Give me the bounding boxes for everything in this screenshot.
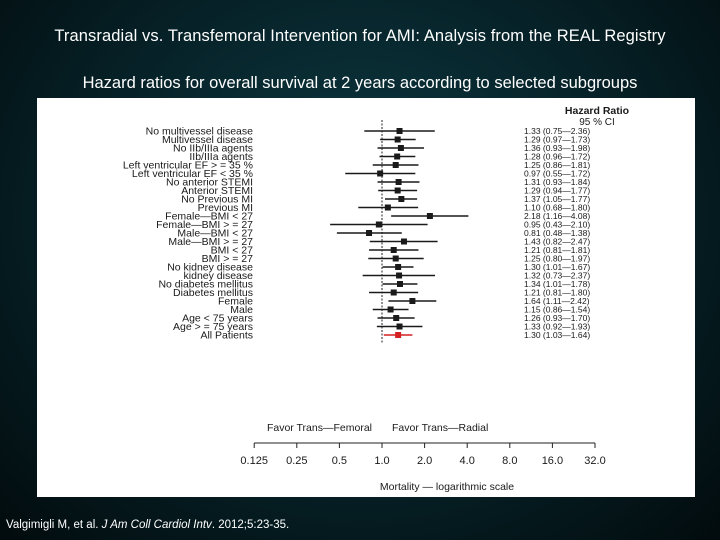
subgroup-label: No multivessel disease [146, 126, 254, 138]
subgroup-label: Multivessel disease [162, 134, 253, 146]
hr-ci-value: 1.64 (1.11—2.42) [524, 296, 590, 306]
subgroup-label: IIb/IIIa agents [189, 151, 253, 163]
hr-ci-value: 2.18 (1.16—4.08) [524, 211, 590, 221]
hr-ci-value: 1.30 (1.03—1.64) [524, 330, 590, 340]
subgroup-label: No diabetes mellitus [158, 279, 253, 291]
subgroup-label: Female [218, 296, 253, 308]
x-tick-label: 0.25 [286, 455, 307, 467]
hr-marker [396, 128, 403, 134]
hr-ci-value: 0.97 (0.55—1.72) [524, 169, 590, 179]
x-axis-title: Mortality — logarithmic scale [380, 481, 514, 493]
citation-authors: Valgimigli M, et al. [6, 519, 99, 531]
subgroup-label: Female—BMI < 27 [165, 211, 253, 223]
hr-header-ci: 95 % CI [579, 117, 615, 128]
hr-ci-value: 1.10 (0.68—1.80) [524, 203, 590, 213]
hr-marker [393, 315, 400, 321]
hr-ci-value: 1.29 (0.97—1.73) [524, 135, 590, 145]
subgroup-label: Diabetes mellitus [173, 287, 253, 299]
x-tick-label: 0.125 [240, 455, 268, 467]
hr-marker [400, 238, 407, 245]
hr-ci-value: 1.25 (0.86—1.81) [524, 160, 590, 170]
favor-femoral-label: Favor Trans—Femoral [267, 422, 372, 434]
x-tick-label: 1.0 [374, 455, 389, 467]
hr-marker [377, 170, 384, 177]
hr-marker [394, 187, 401, 194]
hr-ci-value: 1.28 (0.96—1.72) [524, 152, 590, 162]
hr-marker [426, 213, 433, 219]
hr-marker [394, 153, 401, 160]
hr-ci-value: 1.33 (0.92—1.93) [524, 322, 590, 332]
hr-marker [396, 323, 403, 330]
hr-marker [384, 204, 391, 211]
subgroup-label: Male—BMI > = 27 [168, 236, 253, 248]
hr-marker [395, 264, 402, 270]
hr-marker [396, 281, 403, 287]
hr-ci-value: 1.21 (0.81—1.80) [524, 288, 590, 298]
subgroup-label: Male [230, 304, 253, 316]
subgroup-label: No IIb/IIIa agents [173, 143, 253, 155]
hr-marker [397, 145, 404, 151]
hr-ci-value: 1.15 (0.86—1.54) [524, 305, 590, 315]
hr-ci-value: 1.25 (0.80—1.97) [524, 254, 590, 264]
hr-header-title: Hazard Ratio [565, 105, 629, 117]
x-tick-label: 2.0 [417, 455, 432, 467]
hr-ci-value: 1.37 (1.05—1.77) [524, 194, 590, 204]
x-tick-label: 0.5 [332, 455, 347, 467]
citation-details: . 2012;5:23-35. [211, 519, 290, 531]
slide-subtitle: Hazard ratios for overall survival at 2 … [82, 74, 638, 92]
subgroup-label: Anterior STEMI [181, 185, 253, 197]
subgroup-label: kidney disease [184, 270, 254, 282]
hr-marker [398, 196, 405, 202]
x-tick-label: 8.0 [502, 455, 517, 467]
forest-plot-panel: Hazard Ratio 95 % CI No multivessel diseas… [37, 98, 695, 497]
hr-marker [396, 272, 403, 279]
citation: Valgimigli M, et al. J Am Coll Cardiol I… [6, 519, 289, 531]
subgroup-label: Age < 75 years [182, 313, 253, 325]
subgroup-label: Previous MI [198, 202, 253, 214]
subgroup-label: No Previous MI [181, 194, 253, 206]
hr-ci-value: 1.26 (0.93—1.70) [524, 313, 590, 323]
favor-radial-label: Favor Trans—Radial [392, 422, 488, 434]
hr-ci-value: 1.34 (1.01—1.78) [524, 279, 590, 289]
x-tick-label: 16.0 [542, 455, 563, 467]
hr-ci-value: 1.33 (0.75—2.36) [524, 126, 590, 136]
hr-ci-value: 1.43 (0.82—2.47) [524, 237, 590, 247]
hr-marker [409, 298, 416, 304]
hr-ci-value: 1.32 (0.73—2.37) [524, 271, 590, 281]
hr-ci-value: 1.29 (0.94—1.77) [524, 186, 590, 196]
hr-ci-value: 0.95 (0.43—2.10) [524, 220, 590, 230]
hr-marker [395, 179, 402, 185]
hr-marker [392, 162, 399, 168]
hr-marker [394, 136, 401, 143]
hr-ci-value: 1.30 (1.01—1.67) [524, 262, 590, 272]
hr-marker [390, 289, 397, 296]
subgroup-label: Left ventricular EF < 35 % [132, 168, 253, 180]
slide-title: Transradial vs. Transfemoral Interventio… [54, 27, 666, 45]
hr-ci-value: 1.21 (0.81—1.81) [524, 245, 590, 255]
hr-marker [390, 247, 397, 253]
hr-ci-value: 1.36 (0.93—1.98) [524, 143, 590, 153]
subgroup-label: Left ventricular EF > = 35 % [123, 160, 253, 172]
subgroup-label: Age > = 75 years [173, 321, 253, 333]
subgroup-label: No kidney disease [167, 262, 253, 274]
subgroup-label: BMI > = 27 [202, 253, 254, 265]
hr-marker [395, 332, 402, 338]
subgroup-label: No anterior STEMI [166, 177, 253, 189]
x-tick-label: 4.0 [460, 455, 475, 467]
subgroup-label: All Patients [200, 330, 253, 342]
hr-marker [375, 221, 382, 228]
hr-marker [366, 230, 373, 236]
x-tick-label: 32.0 [584, 455, 605, 467]
hr-marker [387, 306, 394, 313]
hr-ci-value: 1.31 (0.93—1.84) [524, 177, 590, 187]
hr-ci-value: 0.81 (0.48—1.38) [524, 228, 590, 238]
hr-marker [392, 255, 399, 262]
citation-journal: J Am Coll Cardiol Intv [101, 519, 212, 531]
subgroup-label: BMI < 27 [211, 245, 253, 257]
subgroup-label: Female—BMI > = 27 [156, 219, 253, 231]
subgroup-label: Male—BMI < 27 [177, 228, 253, 240]
